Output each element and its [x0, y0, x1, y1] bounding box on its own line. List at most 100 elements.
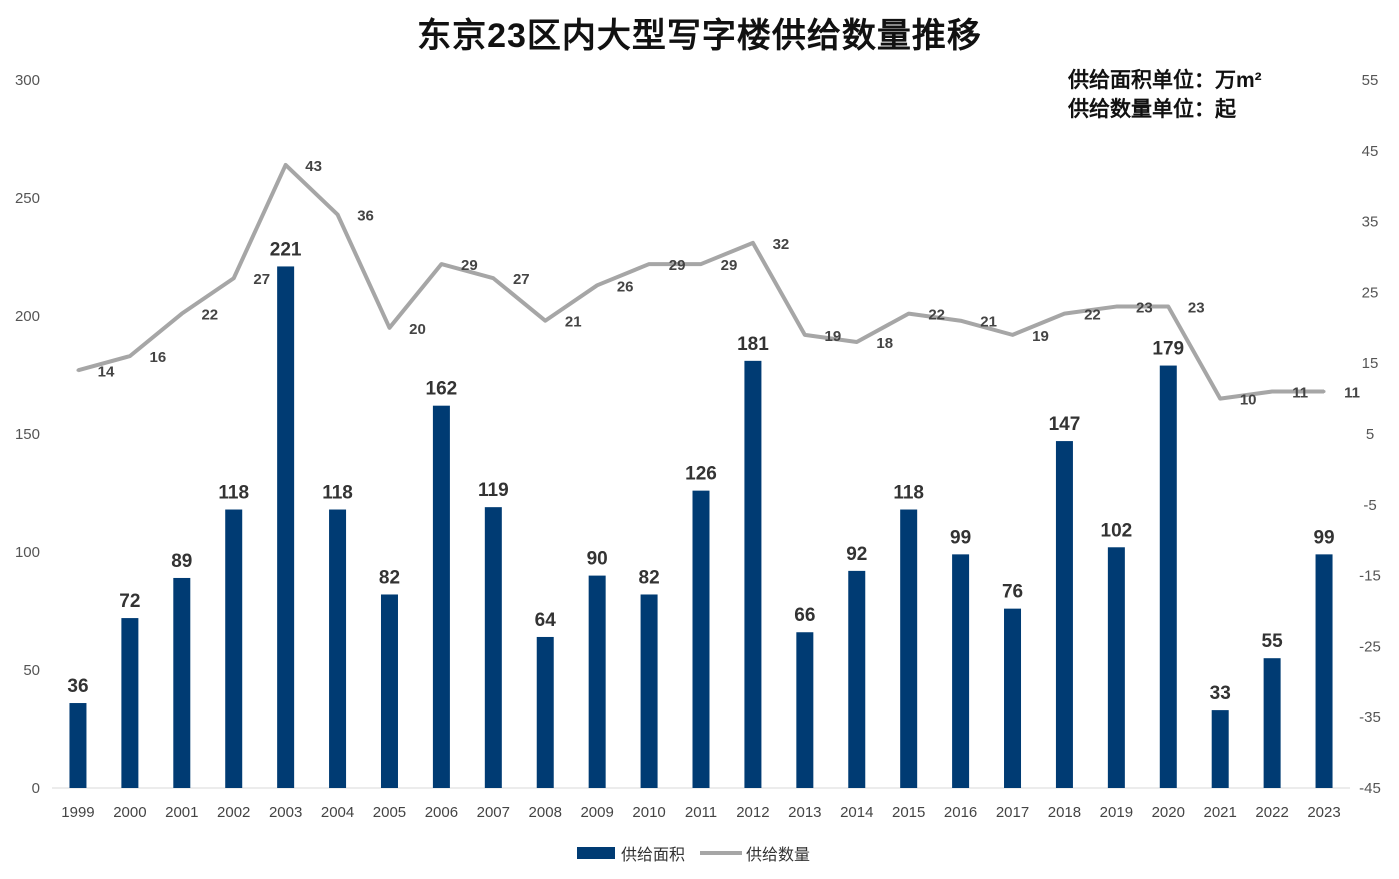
line-point-2018 [1062, 312, 1066, 316]
y-right-tick: -5 [1363, 497, 1376, 514]
bar-1999 [69, 703, 87, 788]
line-point-2008 [543, 319, 547, 323]
line-label: 29 [669, 257, 686, 274]
bar-label: 118 [218, 483, 249, 504]
bar-2022 [1263, 658, 1281, 788]
y-left-tick: 250 [15, 190, 40, 207]
line-label: 22 [1084, 307, 1101, 324]
line-label: 29 [461, 257, 478, 274]
x-tick: 2022 [1255, 804, 1288, 821]
legend-label-area: 供给面积 [621, 846, 685, 864]
line-point-2020 [1166, 305, 1170, 309]
y-right-tick: 5 [1366, 426, 1374, 443]
bar-2014 [848, 570, 866, 788]
line-point-2017 [1011, 333, 1015, 337]
bar-2013 [796, 632, 814, 788]
x-tick: 2000 [113, 804, 146, 821]
x-tick: 2014 [840, 804, 873, 821]
line-point-2007 [491, 276, 495, 280]
x-tick: 2006 [425, 804, 458, 821]
bar-2007 [484, 507, 502, 788]
line-label: 10 [1240, 392, 1257, 409]
legend-label-count: 供给数量 [746, 846, 810, 864]
x-tick: 2003 [269, 804, 302, 821]
line-point-2022 [1270, 390, 1274, 394]
x-tick: 2018 [1048, 804, 1081, 821]
x-tick: 2012 [736, 804, 769, 821]
line-point-1999 [76, 368, 80, 372]
bar-label: 118 [893, 483, 924, 504]
line-point-2002 [232, 276, 236, 280]
bar-label: 92 [846, 544, 867, 565]
x-tick: 2010 [632, 804, 665, 821]
bar-label: 221 [270, 239, 302, 260]
x-tick: 2023 [1307, 804, 1340, 821]
line-point-2021 [1218, 397, 1222, 401]
line-label: 29 [721, 257, 738, 274]
bar-label: 82 [639, 567, 660, 588]
bar-2009 [588, 575, 606, 788]
bar-2016 [952, 554, 970, 788]
line-point-2019 [1114, 305, 1118, 309]
line-point-2003 [284, 163, 288, 167]
unit-note-area: 供给面积单位：万m² [1068, 69, 1262, 92]
legend-swatch-area [577, 847, 615, 859]
bar-label: 147 [1049, 414, 1081, 435]
line-point-2012 [751, 241, 755, 245]
bar-label: 118 [322, 483, 353, 504]
line-label: 22 [201, 307, 218, 324]
line-label: 26 [617, 278, 634, 295]
bar-2001 [173, 577, 191, 788]
x-tick: 2008 [529, 804, 562, 821]
bar-label: 76 [1002, 582, 1023, 603]
x-tick: 2001 [165, 804, 198, 821]
line-point-2011 [699, 262, 703, 266]
bar-2023 [1315, 554, 1333, 788]
line-point-2001 [180, 312, 184, 316]
line-point-2010 [647, 262, 651, 266]
line-label: 36 [357, 208, 374, 225]
line-label: 18 [876, 335, 893, 352]
bar-2008 [536, 636, 554, 788]
line-label: 16 [150, 349, 167, 366]
line-point-2005 [387, 326, 391, 330]
chart-title: 东京23区内大型写字楼供给数量推移 [417, 17, 982, 55]
bar-label: 99 [950, 527, 971, 548]
bar-label: 66 [794, 605, 815, 626]
y-right-tick: 55 [1362, 72, 1379, 89]
x-tick: 2021 [1204, 804, 1237, 821]
bar-2021 [1211, 710, 1229, 788]
x-tick: 2016 [944, 804, 977, 821]
line-label: 11 [1344, 385, 1360, 402]
line-label: 20 [409, 321, 426, 338]
y-right-tick: -45 [1359, 780, 1381, 797]
bar-2020 [1159, 365, 1177, 788]
y-right-tick: -35 [1359, 709, 1381, 726]
line-point-2023 [1322, 390, 1326, 394]
bar-label: 181 [737, 334, 769, 355]
bar-label: 126 [685, 464, 717, 485]
bar-label: 36 [67, 676, 88, 697]
line-label: 43 [305, 158, 322, 175]
x-tick: 1999 [61, 804, 94, 821]
line-point-2016 [959, 319, 963, 323]
bar-2000 [121, 618, 139, 788]
bar-2018 [1055, 441, 1073, 788]
y-left-tick: 0 [32, 780, 40, 797]
bar-label: 64 [535, 610, 557, 631]
bar-2017 [1004, 608, 1022, 788]
x-tick: 2013 [788, 804, 821, 821]
x-tick: 2004 [321, 804, 354, 821]
y-right-tick: 25 [1362, 284, 1379, 301]
bar-2002 [225, 509, 243, 788]
x-tick: 2019 [1100, 804, 1133, 821]
x-tick: 2015 [892, 804, 925, 821]
line-label: 21 [565, 314, 582, 331]
line-label: 23 [1188, 300, 1205, 317]
line-point-2009 [595, 283, 599, 287]
x-tick: 2002 [217, 804, 250, 821]
line-label: 11 [1292, 385, 1308, 402]
y-left-tick: 100 [15, 544, 40, 561]
y-left-tick: 200 [15, 308, 40, 325]
